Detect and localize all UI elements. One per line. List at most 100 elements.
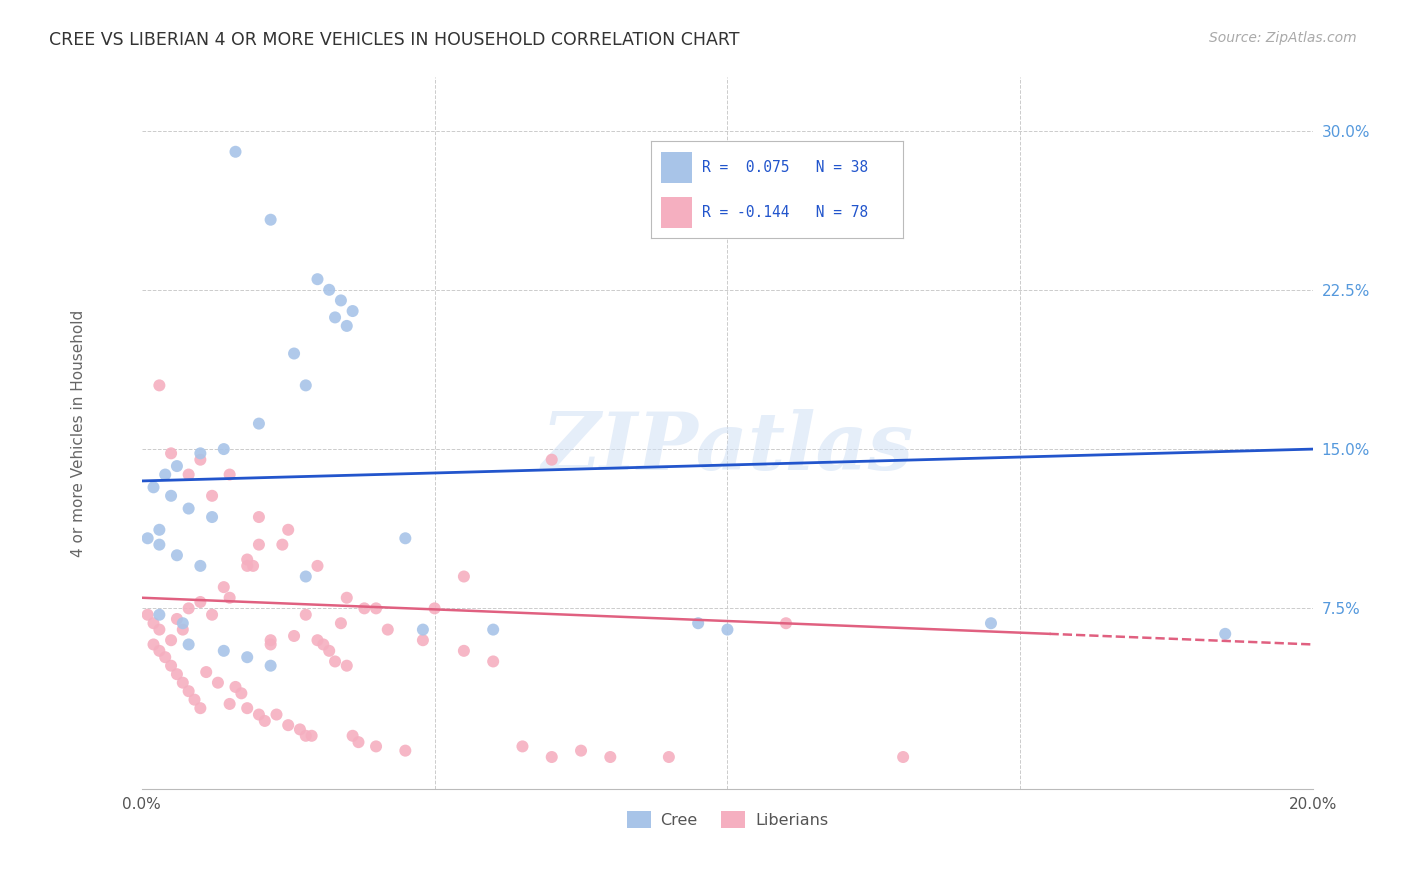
Point <box>166 667 188 681</box>
Point <box>190 446 212 460</box>
Legend: Cree, Liberians: Cree, Liberians <box>620 805 835 834</box>
Point <box>318 644 340 658</box>
Point <box>482 655 505 669</box>
Point <box>353 601 375 615</box>
Point <box>148 523 170 537</box>
Point <box>247 538 270 552</box>
Point <box>136 531 159 545</box>
Point <box>218 467 240 482</box>
Point <box>277 718 299 732</box>
Point <box>195 665 218 679</box>
Point <box>242 558 264 573</box>
Point <box>342 729 364 743</box>
Point <box>336 318 359 333</box>
Point <box>364 739 387 754</box>
Point <box>318 283 340 297</box>
Point <box>247 510 270 524</box>
Point <box>891 750 914 764</box>
Point <box>336 591 359 605</box>
Point <box>172 675 194 690</box>
Point <box>183 692 205 706</box>
Point <box>259 212 281 227</box>
Point <box>166 548 188 562</box>
Point <box>224 145 246 159</box>
Point <box>394 531 416 545</box>
Point <box>190 452 212 467</box>
Point <box>482 623 505 637</box>
Point <box>453 644 475 658</box>
Point <box>283 346 305 360</box>
Point <box>283 629 305 643</box>
Point <box>266 707 288 722</box>
Point <box>247 707 270 722</box>
Point <box>172 623 194 637</box>
Point <box>1213 627 1236 641</box>
Point <box>236 701 259 715</box>
Point <box>148 623 170 637</box>
Point <box>259 633 281 648</box>
Point <box>142 616 165 631</box>
Point <box>172 616 194 631</box>
Point <box>247 417 270 431</box>
Point <box>177 637 200 651</box>
Point <box>142 480 165 494</box>
Point <box>312 637 335 651</box>
Point <box>253 714 276 728</box>
Point <box>212 442 235 456</box>
Point <box>155 467 177 482</box>
Y-axis label: 4 or more Vehicles in Household: 4 or more Vehicles in Household <box>72 310 86 557</box>
Point <box>294 569 316 583</box>
Point <box>201 607 224 622</box>
Point <box>166 459 188 474</box>
Text: ZIPatlas: ZIPatlas <box>541 409 914 486</box>
Point <box>377 623 399 637</box>
Point <box>160 633 183 648</box>
Point <box>190 595 212 609</box>
Point <box>277 523 299 537</box>
Point <box>177 467 200 482</box>
Point <box>259 637 281 651</box>
Text: CREE VS LIBERIAN 4 OR MORE VEHICLES IN HOUSEHOLD CORRELATION CHART: CREE VS LIBERIAN 4 OR MORE VEHICLES IN H… <box>49 31 740 49</box>
Point <box>201 510 224 524</box>
Point <box>212 644 235 658</box>
Point <box>259 658 281 673</box>
Point <box>412 623 434 637</box>
Point <box>688 616 710 631</box>
Point <box>148 538 170 552</box>
Point <box>177 601 200 615</box>
Text: Source: ZipAtlas.com: Source: ZipAtlas.com <box>1209 31 1357 45</box>
Point <box>142 637 165 651</box>
Point <box>323 655 346 669</box>
Point <box>148 607 170 622</box>
Point <box>329 616 352 631</box>
Point <box>160 446 183 460</box>
Point <box>148 644 170 658</box>
Point <box>218 591 240 605</box>
Point <box>323 310 346 325</box>
Point <box>160 658 183 673</box>
Point <box>540 452 562 467</box>
Point <box>716 623 738 637</box>
Point <box>288 723 311 737</box>
Point <box>201 489 224 503</box>
Point <box>775 616 797 631</box>
Point <box>148 378 170 392</box>
Point <box>212 580 235 594</box>
Point <box>412 633 434 648</box>
Point <box>599 750 621 764</box>
Point <box>231 686 253 700</box>
Point <box>423 601 446 615</box>
Point <box>301 729 323 743</box>
Point <box>236 650 259 665</box>
Point <box>569 744 592 758</box>
Point <box>207 675 229 690</box>
Point <box>658 750 681 764</box>
Point <box>190 701 212 715</box>
Point <box>160 489 183 503</box>
Point <box>166 612 188 626</box>
Point <box>540 750 562 764</box>
Point <box>394 744 416 758</box>
Point <box>218 697 240 711</box>
Point <box>980 616 1002 631</box>
Point <box>294 378 316 392</box>
